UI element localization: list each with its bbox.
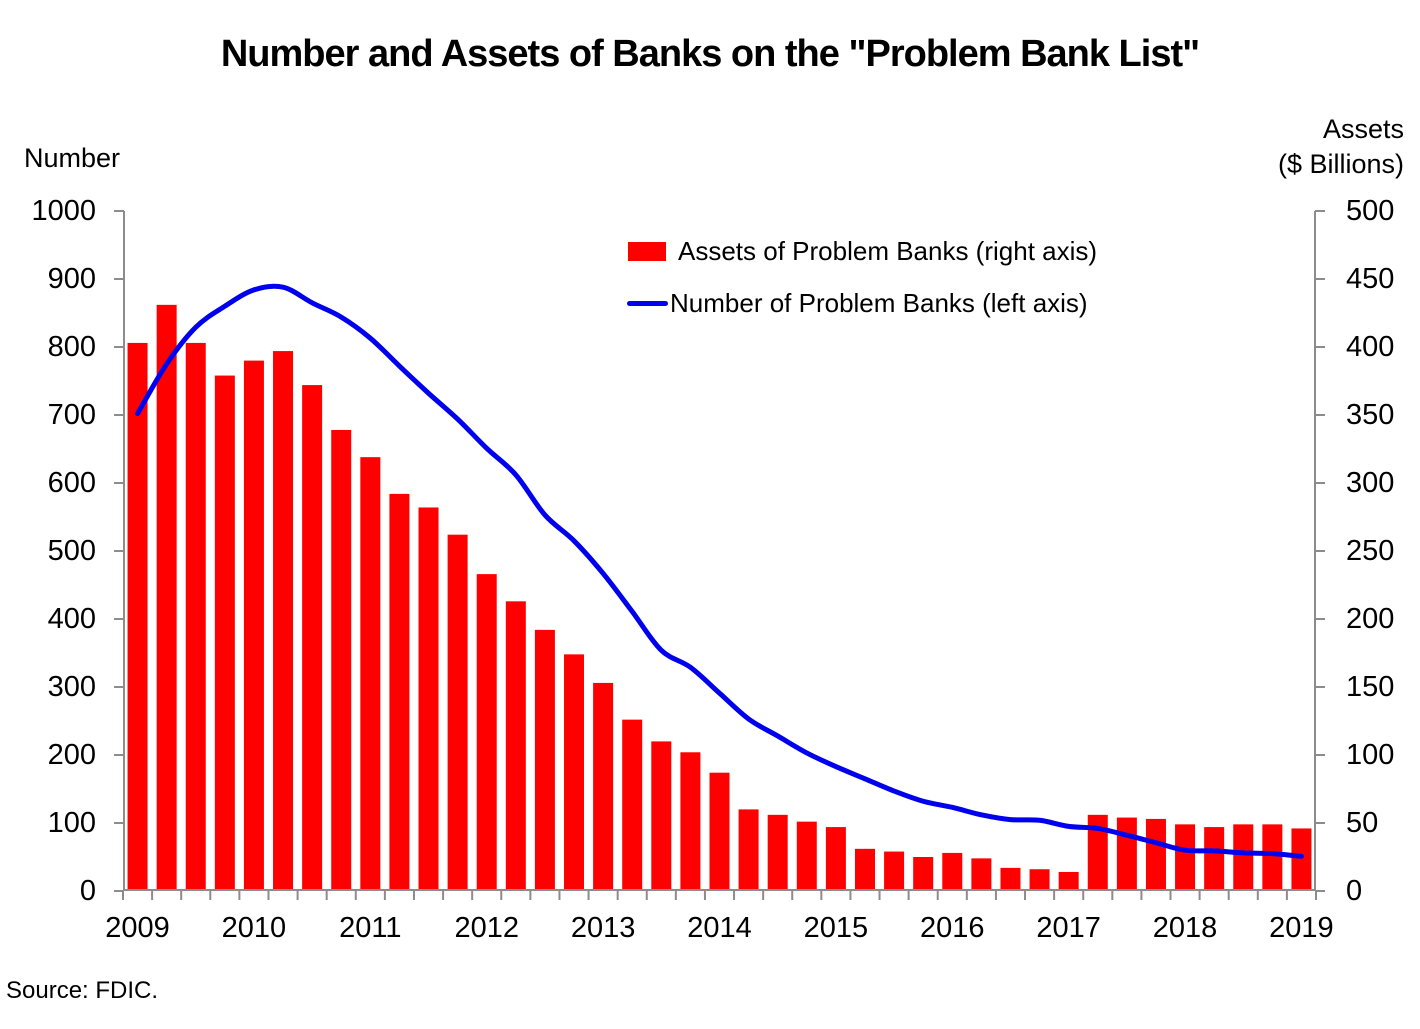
assets-bar <box>942 852 963 891</box>
right-axis-tick-label: 450 <box>1346 263 1395 295</box>
assets-bar <box>825 827 846 891</box>
x-axis-year-label: 2012 <box>454 912 519 944</box>
left-axis-tick-label: 0 <box>79 875 96 907</box>
right-axis-tick-label: 250 <box>1346 535 1395 567</box>
assets-bar <box>913 857 934 891</box>
assets-bar <box>1029 869 1050 891</box>
legend-item-assets: Assets of Problem Banks (right axis) <box>628 236 1097 267</box>
assets-bar <box>1262 824 1283 891</box>
assets-bar <box>418 507 439 891</box>
assets-bar <box>389 493 410 891</box>
number-line <box>135 283 1304 859</box>
x-axis-year-label: 2015 <box>803 912 869 944</box>
x-axis-year-label: 2014 <box>687 912 752 944</box>
assets-bar <box>564 654 585 891</box>
right-axis-title: Assets ($ Billions) <box>1278 112 1404 182</box>
assets-bar <box>360 457 381 891</box>
legend-item-number: Number of Problem Banks (left axis) <box>627 288 1088 319</box>
right-axis-tick-label: 100 <box>1346 739 1395 771</box>
assets-bar <box>622 719 643 891</box>
right-axis-title-line2: ($ Billions) <box>1277 149 1404 179</box>
x-axis-year-label: 2009 <box>105 912 170 944</box>
x-axis-year-label: 2019 <box>1269 912 1334 944</box>
left-axis-tick-label: 800 <box>47 331 96 363</box>
assets-bar <box>156 304 177 892</box>
assets-bar <box>1291 828 1312 891</box>
assets-bar <box>767 814 788 891</box>
left-axis-tick-label: 900 <box>47 263 96 295</box>
x-axis-year-label: 2010 <box>221 912 287 944</box>
right-axis-tick-label: 350 <box>1346 399 1395 431</box>
assets-bar <box>273 351 294 891</box>
left-axis-tick-label: 500 <box>47 535 96 567</box>
left-axis-tick-label: 200 <box>47 739 96 771</box>
left-axis-tick-label: 100 <box>47 807 96 839</box>
right-axis-tick-label: 300 <box>1346 467 1395 499</box>
x-axis-year-label: 2013 <box>570 912 636 944</box>
assets-legend-swatch <box>628 242 666 261</box>
right-axis-tick-label: 50 <box>1346 807 1379 839</box>
assets-bar <box>127 342 148 891</box>
x-axis-year-label: 2011 <box>339 912 402 944</box>
assets-bar <box>185 342 206 891</box>
assets-bar <box>971 858 992 891</box>
assets-bar <box>1175 824 1196 891</box>
right-axis-tick-label: 400 <box>1346 331 1395 363</box>
right-axis-tick-label: 500 <box>1346 195 1395 227</box>
chart-plot-area <box>114 210 1325 900</box>
assets-bar <box>243 360 264 892</box>
assets-legend-label: Assets of Problem Banks (right axis) <box>678 236 1098 266</box>
assets-bar <box>854 848 875 891</box>
assets-bar <box>651 741 672 891</box>
left-axis-tick-label: 700 <box>47 399 96 431</box>
assets-bar <box>302 385 323 891</box>
right-axis-title-line1: Assets <box>1322 114 1404 144</box>
assets-bar <box>593 682 614 891</box>
right-axis-tick-label: 0 <box>1346 875 1363 907</box>
assets-bar <box>738 809 759 891</box>
assets-bar <box>476 574 497 891</box>
x-axis-year-label: 2017 <box>1036 912 1101 944</box>
number-legend-line <box>627 301 668 306</box>
x-axis-year-label: 2018 <box>1152 912 1218 944</box>
assets-bar <box>1233 824 1254 891</box>
assets-bar <box>796 821 817 891</box>
right-axis-tick-label: 200 <box>1346 603 1395 635</box>
assets-bar <box>331 429 352 891</box>
assets-bar <box>534 629 555 891</box>
x-axis-year-label: 2016 <box>920 912 985 944</box>
assets-bar <box>1204 827 1225 891</box>
left-axis-tick-label: 1000 <box>31 195 96 227</box>
chart-title: Number and Assets of Banks on the "Probl… <box>220 33 1200 75</box>
assets-bar <box>214 375 235 891</box>
assets-bar <box>1087 814 1108 891</box>
assets-bar <box>1058 871 1079 891</box>
assets-bar <box>884 851 905 891</box>
assets-bar <box>1145 818 1166 891</box>
right-axis-tick-label: 150 <box>1346 671 1395 703</box>
assets-bar <box>1116 817 1137 891</box>
assets-bar <box>447 534 468 891</box>
source-note: Source: FDIC. <box>6 977 159 1004</box>
assets-bar <box>1000 867 1021 891</box>
assets-bar <box>505 601 526 891</box>
left-axis-tick-label: 300 <box>47 671 96 703</box>
assets-bar <box>709 772 730 891</box>
left-axis-tick-label: 600 <box>47 467 96 499</box>
number-legend-label: Number of Problem Banks (left axis) <box>670 288 1088 318</box>
assets-bar <box>680 752 701 891</box>
left-axis-tick-label: 400 <box>47 603 96 635</box>
left-axis-title: Number <box>24 143 121 173</box>
